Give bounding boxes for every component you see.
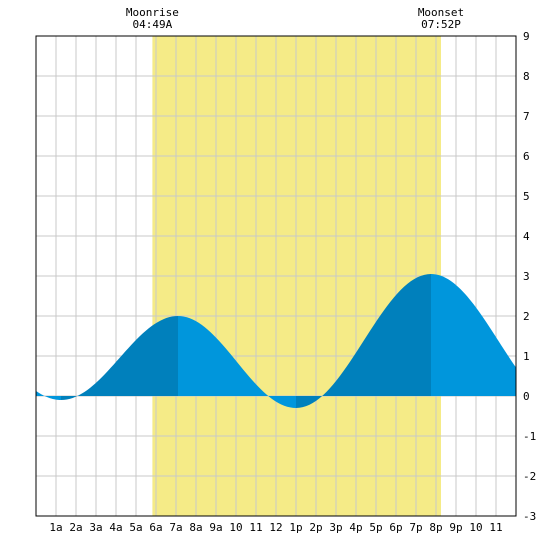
- falling-tide-segment: [178, 316, 296, 408]
- falling-tide-segment: [431, 274, 516, 396]
- y-tick-label: 1: [523, 350, 530, 363]
- y-tick-label: 7: [523, 110, 530, 123]
- y-tick-label: 3: [523, 270, 530, 283]
- x-tick-label: 10: [469, 521, 482, 534]
- x-tick-label: 7p: [409, 521, 422, 534]
- x-tick-label: 8p: [429, 521, 442, 534]
- x-tick-label: 4p: [349, 521, 362, 534]
- x-tick-label: 1p: [289, 521, 302, 534]
- y-tick-label: 5: [523, 190, 530, 203]
- y-tick-label: 2: [523, 310, 530, 323]
- y-tick-label: 6: [523, 150, 530, 163]
- x-tick-label: 9p: [449, 521, 462, 534]
- y-axis-ticks: -3 -2 -1 0 1 2 3 4 5 6 7 8 9: [523, 30, 536, 523]
- x-tick-label: 11: [489, 521, 502, 534]
- falling-tide-segment: [36, 390, 61, 400]
- y-tick-label: 4: [523, 230, 530, 243]
- x-axis-ticks: 1a 2a 3a 4a 5a 6a 7a 8a 9a 10 11 12 1p 2p 3p 4p 5p 6p 7p 8p…: [49, 521, 502, 534]
- x-tick-label: 2a: [69, 521, 82, 534]
- x-tick-label: 10: [229, 521, 242, 534]
- x-tick-label: 7a: [169, 521, 182, 534]
- rising-tide-segment: [61, 316, 178, 400]
- moonset-time: 07:52P: [421, 18, 461, 31]
- x-tick-label: 6p: [389, 521, 402, 534]
- x-tick-label: 6a: [149, 521, 162, 534]
- x-tick-label: 9a: [209, 521, 222, 534]
- x-tick-label: 2p: [309, 521, 322, 534]
- y-tick-label: -1: [523, 430, 536, 443]
- moonset-label: Moonset: [418, 6, 464, 19]
- x-tick-label: 3p: [329, 521, 342, 534]
- x-tick-label: 8a: [189, 521, 202, 534]
- x-tick-label: 3a: [89, 521, 102, 534]
- y-tick-label: 8: [523, 70, 530, 83]
- y-tick-label: 9: [523, 30, 530, 43]
- rising-tide-segment: [296, 274, 431, 408]
- x-tick-label: 5a: [129, 521, 142, 534]
- tide-areas: [36, 274, 516, 408]
- y-tick-label: -3: [523, 510, 536, 523]
- x-tick-label: 12: [269, 521, 282, 534]
- moonrise-label: Moonrise: [126, 6, 179, 19]
- x-tick-label: 4a: [109, 521, 122, 534]
- moonrise-time: 04:49A: [133, 18, 173, 31]
- y-tick-label: -2: [523, 470, 536, 483]
- y-tick-label: 0: [523, 390, 530, 403]
- x-tick-label: 5p: [369, 521, 382, 534]
- grid-lines: [36, 36, 516, 516]
- plot-frame: [35, 35, 517, 517]
- x-tick-label: 11: [249, 521, 262, 534]
- x-tick-label: 1a: [49, 521, 62, 534]
